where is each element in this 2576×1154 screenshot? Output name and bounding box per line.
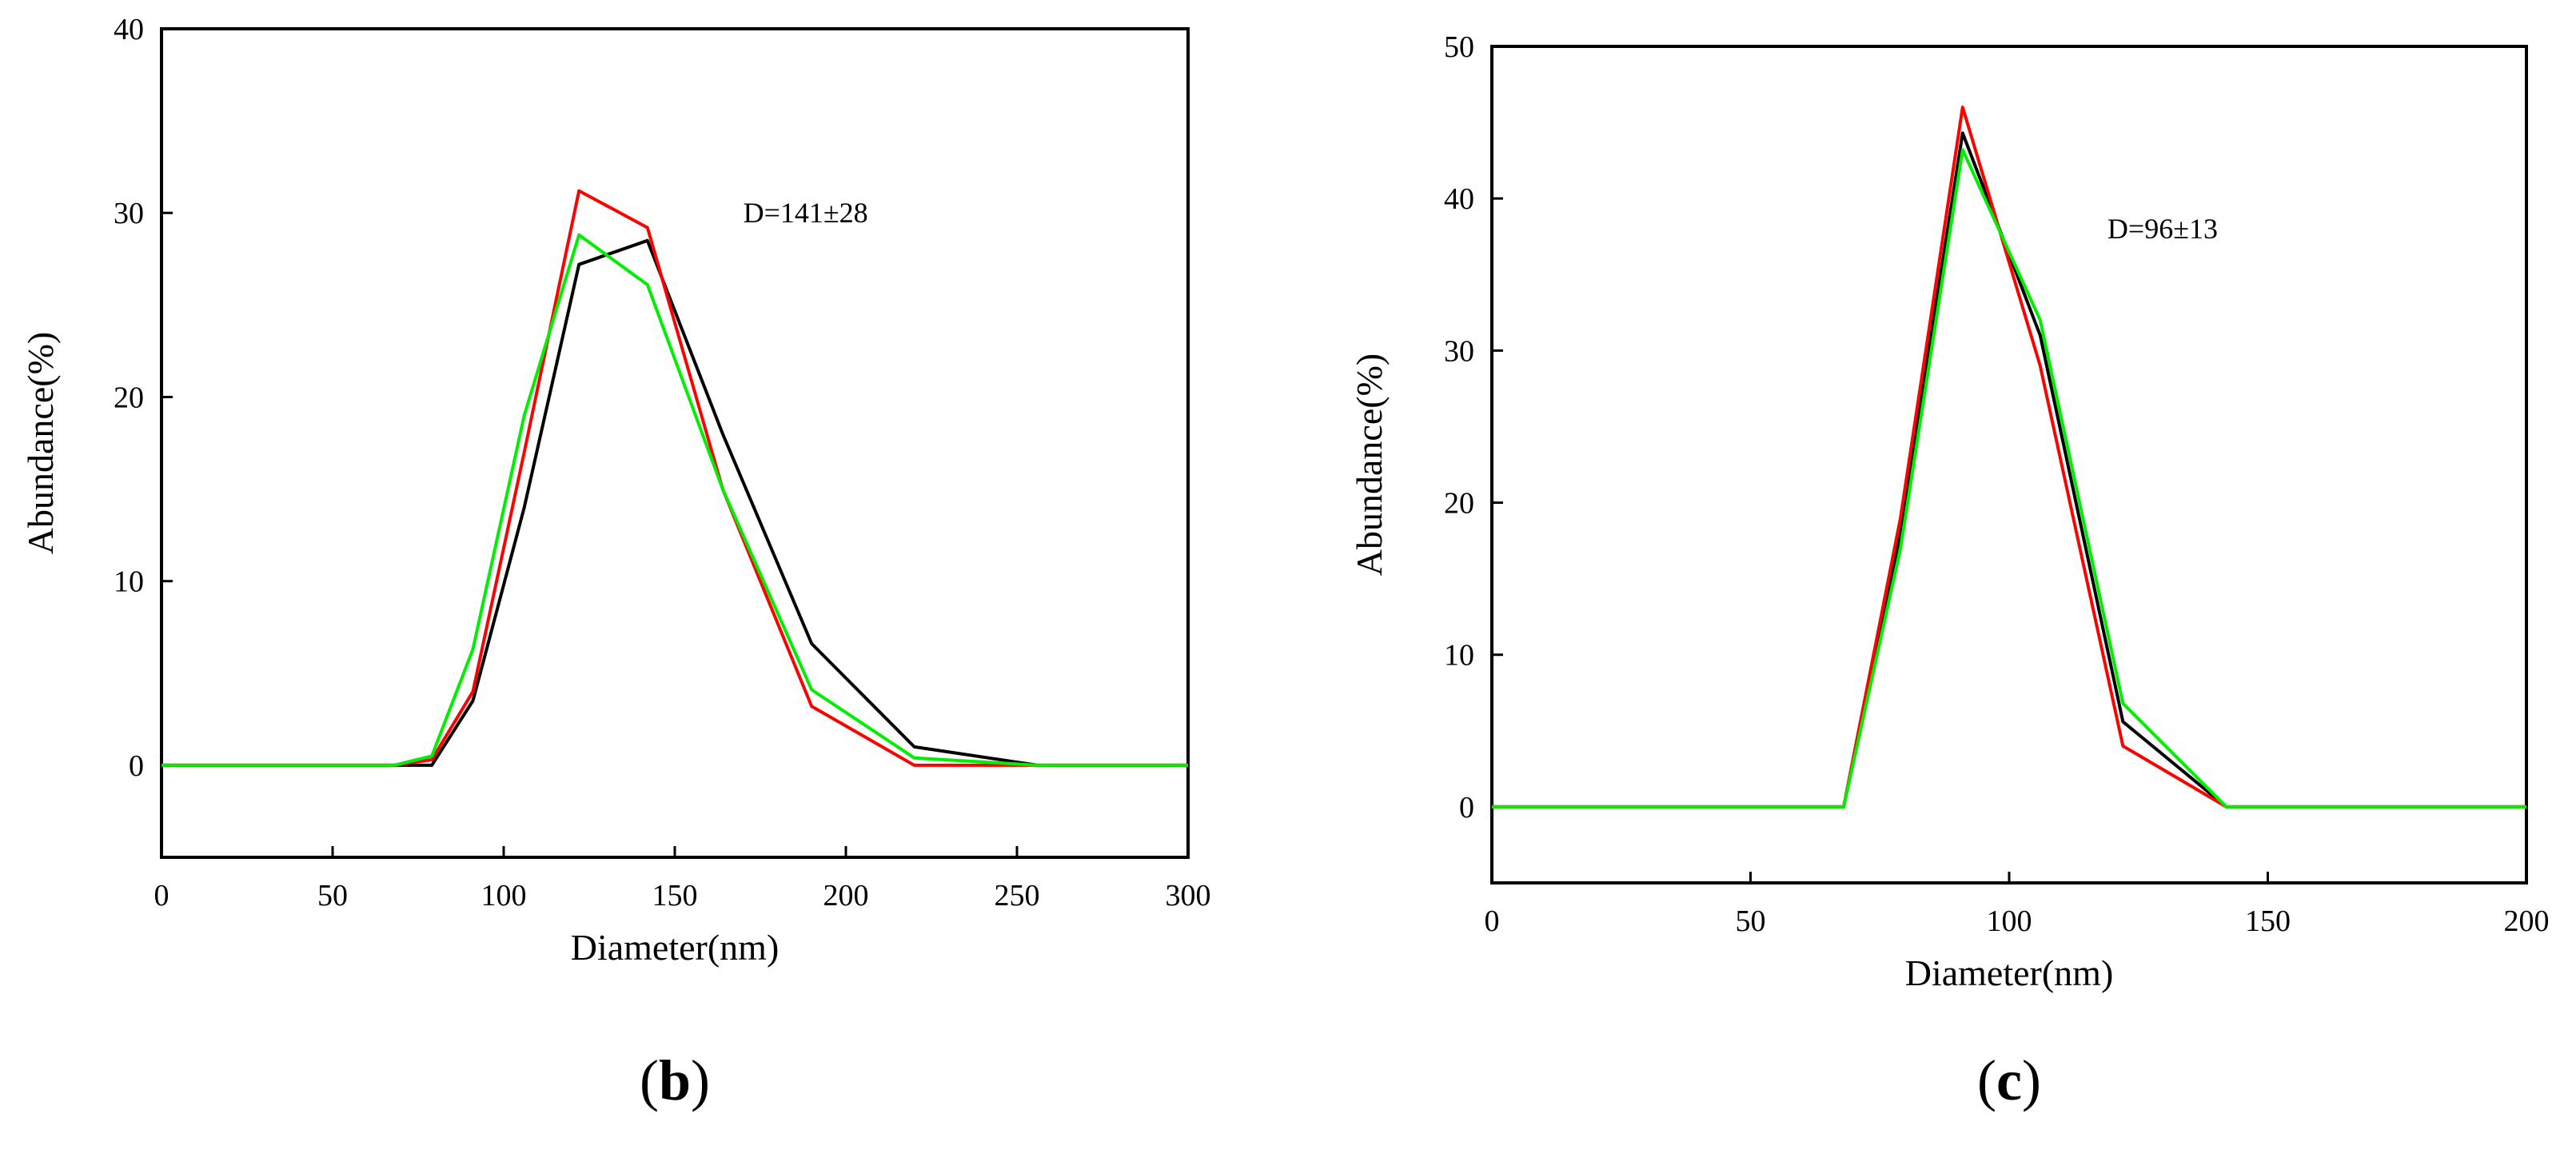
x-axis-title: Diameter(nm)	[571, 927, 780, 968]
y-axis-title: Abundance(%)	[1349, 353, 1390, 576]
panel-label-letter: c	[1996, 1048, 2022, 1112]
panel-label-close-paren: )	[2022, 1048, 2041, 1112]
series-line-black	[161, 238, 1188, 767]
panel-label-close-paren: )	[691, 1048, 710, 1112]
x-tick-label: 150	[2245, 904, 2291, 938]
panel-label: (b)	[640, 1048, 710, 1112]
panel-label-open-paren: (	[640, 1048, 659, 1112]
x-tick-label: 150	[652, 879, 698, 912]
y-tick-label: 10	[1444, 639, 1474, 673]
x-tick-label: 250	[995, 879, 1040, 912]
y-tick-label: 20	[114, 381, 144, 414]
y-tick-label: 30	[114, 197, 144, 230]
mean-diameter-annotation: D=96±13	[2107, 213, 2218, 245]
chart-panel-b: 0 50 100 150 200 250 300 0 10 20 30 40 D=141±28 Diame…	[20, 13, 1211, 1112]
x-axis-title: Diameter(nm)	[1905, 952, 2114, 993]
panel-label-letter: b	[659, 1048, 691, 1112]
mean-diameter-annotation: D=141±28	[744, 197, 868, 229]
x-tick-label: 50	[1736, 904, 1766, 938]
plot-frame	[160, 27, 1190, 859]
series-line-black	[1492, 131, 2526, 809]
y-tick-label: 20	[1444, 487, 1474, 521]
y-tick-label: 10	[114, 565, 144, 599]
plot-frame	[1490, 45, 2528, 884]
panel-label-open-paren: (	[1977, 1048, 1996, 1112]
y-tick-label: 30	[1444, 334, 1474, 368]
x-tick-label: 100	[1987, 904, 2032, 938]
chart-panel-c: 0 50 100 150 200 0 10 20 30 40 50 D=96±13 Diameter(n…	[1349, 30, 2550, 1112]
x-tick-label: 300	[1166, 879, 1211, 912]
series-line-red	[161, 189, 1188, 767]
y-tick-label: 0	[129, 749, 144, 783]
x-tick-label: 100	[481, 879, 527, 912]
x-tick-label: 0	[1485, 904, 1500, 938]
series-line-red	[1492, 106, 2526, 809]
x-tick-label: 50	[317, 879, 348, 912]
series-line-green	[1492, 148, 2526, 809]
y-axis-title: Abundance(%)	[20, 332, 61, 554]
series-line-green	[161, 233, 1188, 767]
y-tick-label: 40	[114, 13, 144, 46]
x-tick-label: 0	[154, 879, 169, 912]
panel-label: (c)	[1977, 1048, 2041, 1112]
x-tick-label: 200	[2504, 904, 2550, 938]
y-tick-label: 40	[1444, 182, 1474, 216]
x-tick-label: 200	[823, 879, 869, 912]
y-tick-label: 0	[1459, 791, 1474, 825]
y-tick-label: 50	[1444, 30, 1474, 64]
